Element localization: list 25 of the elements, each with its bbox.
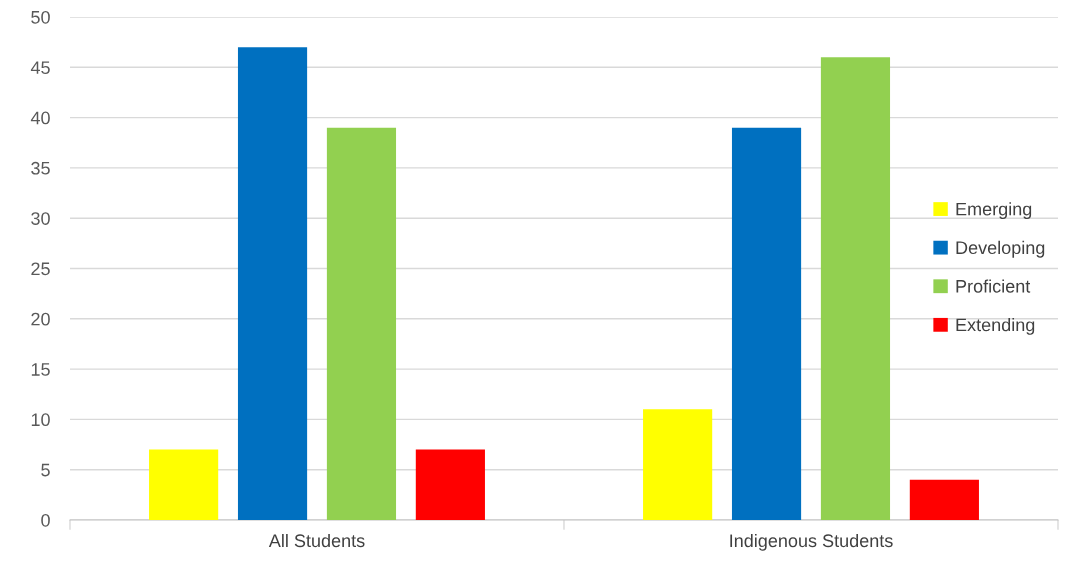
- y-tick-label: 10: [31, 413, 50, 427]
- y-tick-label: 5: [41, 463, 50, 477]
- legend-label: Developing: [956, 240, 1045, 258]
- bar: [415, 449, 485, 520]
- y-tick-label: 30: [31, 212, 50, 225]
- bar: [820, 57, 891, 520]
- x-tick-label: Indigenous Students: [730, 533, 893, 551]
- bar: [326, 127, 397, 520]
- bar: [909, 479, 979, 520]
- bar: [643, 409, 713, 520]
- bar: [237, 47, 308, 520]
- y-tick-label: 35: [31, 161, 50, 175]
- y-tick-label: 40: [30, 111, 50, 125]
- legend-label: Extending: [956, 318, 1035, 335]
- legend-label: Proficient: [956, 279, 1031, 293]
- y-tick-label: 25: [31, 262, 50, 276]
- bar: [731, 127, 802, 520]
- y-tick-label: 45: [30, 61, 50, 75]
- y-tick-label: 50: [31, 10, 50, 24]
- y-tick-label: 0: [41, 513, 50, 527]
- x-tick-label: All Students: [268, 533, 365, 548]
- bar: [149, 449, 219, 520]
- y-tick-label: 15: [31, 363, 50, 376]
- y-tick-label: 20: [31, 312, 50, 326]
- legend-label: Emerging: [956, 202, 1032, 220]
